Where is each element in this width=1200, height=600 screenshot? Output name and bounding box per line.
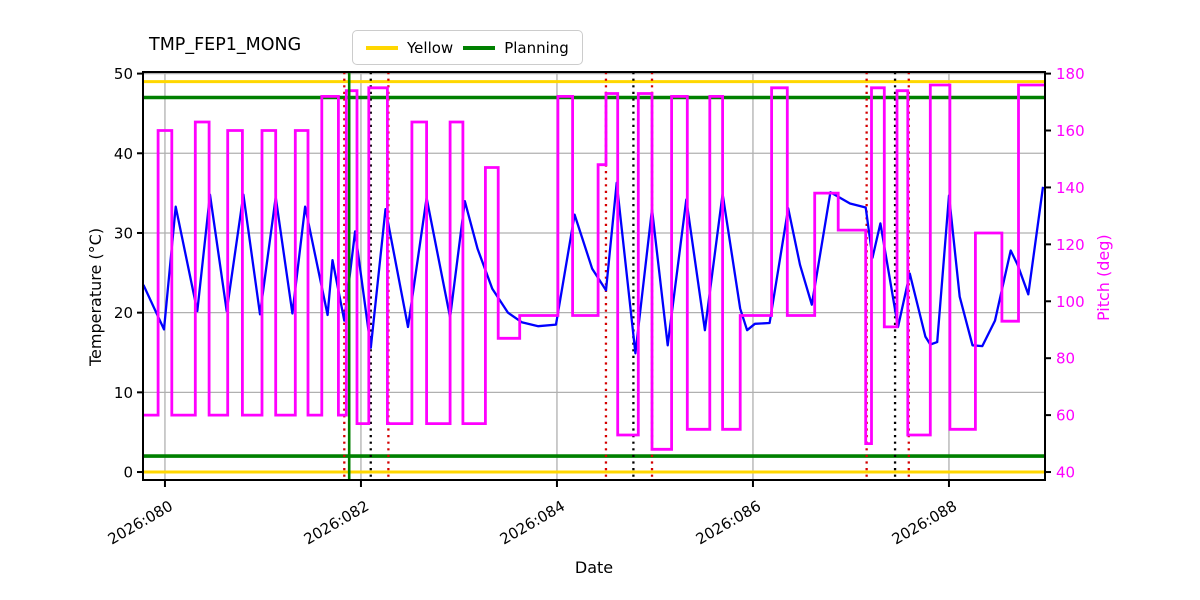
temp-tick-label: 0 xyxy=(123,464,133,482)
legend-label-yellow: Yellow xyxy=(407,38,454,57)
date-tick-label: 2026:080 xyxy=(105,497,176,549)
date-tick-label: 2026:088 xyxy=(889,497,960,549)
pitch-tick-label: 80 xyxy=(1056,350,1075,368)
legend: Yellow Planning xyxy=(352,30,583,65)
chart-title: TMP_FEP1_MONG xyxy=(149,35,302,55)
temp-tick-label: 30 xyxy=(114,224,133,242)
date-tick-label: 2026:084 xyxy=(497,497,568,549)
pitch-tick-label: 40 xyxy=(1056,464,1075,482)
legend-item-planning: Planning xyxy=(463,39,569,57)
yellow-line-swatch xyxy=(366,45,398,50)
pitch-series-line xyxy=(143,83,1045,451)
legend-item-yellow: Yellow xyxy=(366,39,453,57)
temp-tick-label: 10 xyxy=(114,384,133,402)
plot-border xyxy=(142,71,1046,481)
date-tick-label: 2026:082 xyxy=(301,497,372,549)
temp-tick-label: 20 xyxy=(114,304,133,322)
pitch-tick-label: 100 xyxy=(1056,293,1085,311)
date-tick-label: 2026:086 xyxy=(693,497,764,549)
pitch-tick-label: 180 xyxy=(1056,65,1085,83)
temp-tick-label: 40 xyxy=(114,145,133,163)
x-axis-label-date: Date xyxy=(574,558,614,577)
pitch-tick-label: 120 xyxy=(1056,236,1085,254)
temperature-series-line xyxy=(142,181,1045,355)
pitch-tick-label: 140 xyxy=(1056,179,1085,197)
pitch-tick-label: 60 xyxy=(1056,407,1075,425)
pitch-tick-label: 160 xyxy=(1056,122,1085,140)
planning-line-swatch xyxy=(463,45,496,50)
legend-label-planning: Planning xyxy=(504,38,569,57)
temp-tick-label: 50 xyxy=(114,65,133,83)
